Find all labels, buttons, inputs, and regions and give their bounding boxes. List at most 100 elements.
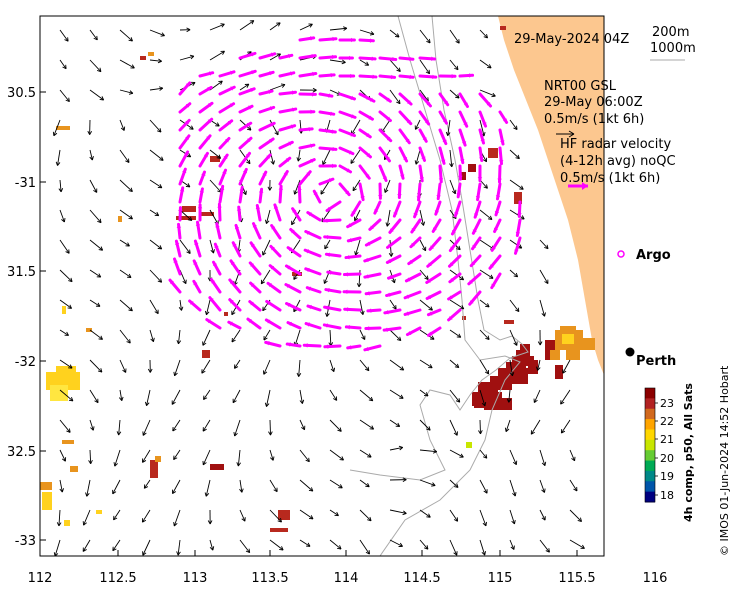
model-vector [419,419,431,431]
model-vector [260,269,271,285]
radar-vector [364,290,382,296]
radar-vector [209,278,222,294]
model-vector [142,539,151,556]
radar-vector [208,296,222,312]
radar-vector [342,272,362,277]
colorbar-tick-label: 20 [660,452,674,465]
model-vector [202,329,211,346]
radar-vector [378,164,388,182]
model-vector [449,389,461,403]
model-vector [87,119,93,135]
radar-vector [249,281,262,294]
radar-vector [398,56,415,62]
radar-vector [278,124,297,132]
radar-vector [378,146,391,163]
model-vector [445,119,451,136]
radar-vector [318,128,337,134]
radar-vector [197,203,203,222]
model-vector [359,479,370,488]
radar-vector [249,241,262,258]
radar-vector [303,248,322,258]
model-vector [173,509,181,527]
model-vector [59,359,73,369]
radar-vector [473,200,482,219]
radar-vector [268,264,282,276]
sst-pixel [462,316,466,320]
model-vector [359,359,370,372]
model-vector [539,299,546,317]
sst-pixel [504,320,514,324]
model-vector [85,479,91,497]
radar-vector [258,52,277,60]
y-axis: 30.5 -31 31.5 -32 32.5 -33 [7,86,46,549]
radar-vector [344,254,362,260]
radar-vector [251,222,262,240]
model-vector [389,509,407,516]
model-vector [59,419,71,433]
radar-vector [193,239,202,258]
radar-vector [258,170,268,186]
colorbar-tick-label: 22 [660,415,674,428]
model-vector [119,179,133,193]
model-vector [82,509,91,526]
radar-scale-arrow [568,182,588,190]
colorbar-segment [645,439,655,451]
radar-vector [495,182,502,201]
model-vector [299,449,310,463]
radar-vector [409,236,422,249]
model-vector [359,299,365,315]
radar-vector [458,164,463,181]
model-vector [89,89,105,101]
radar-vector [338,55,354,61]
model-vector [509,149,520,160]
model-vector [209,149,222,159]
radar-vector [284,283,302,294]
sst-pixel [64,520,70,526]
radar-vector [298,36,316,42]
model-vector [537,329,543,346]
model-vector [149,119,162,133]
radar-vector [358,110,374,121]
model-vector [239,509,246,522]
radar-vector [178,167,187,186]
radar-vector [378,182,383,200]
radar-vector [448,236,462,253]
model-vector [299,539,311,547]
radar-vector [231,241,242,258]
model-vector [329,26,348,31]
radar-vector [425,272,442,284]
model-vector [89,299,101,307]
model-vector [449,479,459,488]
sst-pixel [566,348,580,360]
model-vector [419,539,429,550]
model-vector [569,539,585,549]
model-scale-arrow [556,130,575,138]
sst-pixel [40,482,52,490]
colorbar-segment [645,408,655,420]
model-vector [89,269,102,278]
radar-vector [198,187,205,204]
y-tick-label: 32.5 [7,445,36,460]
model-vector [59,269,73,283]
model-vector [389,299,397,310]
model-vector [82,539,91,552]
colorbar-tick-label: 21 [660,433,674,446]
radar-vector [205,318,222,330]
model-vector [88,449,93,465]
model-vector [449,359,460,369]
model-vector [359,29,375,36]
model-vector [530,419,541,435]
radar-vector [304,322,322,330]
radar-vector [364,326,382,331]
model-vector [388,239,394,257]
radar-vector [302,343,322,348]
colorbar-segment [645,460,655,472]
radar-vector [398,74,415,80]
radar-vector [447,254,462,268]
model-vector [322,149,331,165]
model-vector [389,59,401,72]
model-vector [269,119,279,136]
model-vector [141,509,151,523]
sst-pixel [555,365,563,379]
radar-vector [490,272,502,290]
